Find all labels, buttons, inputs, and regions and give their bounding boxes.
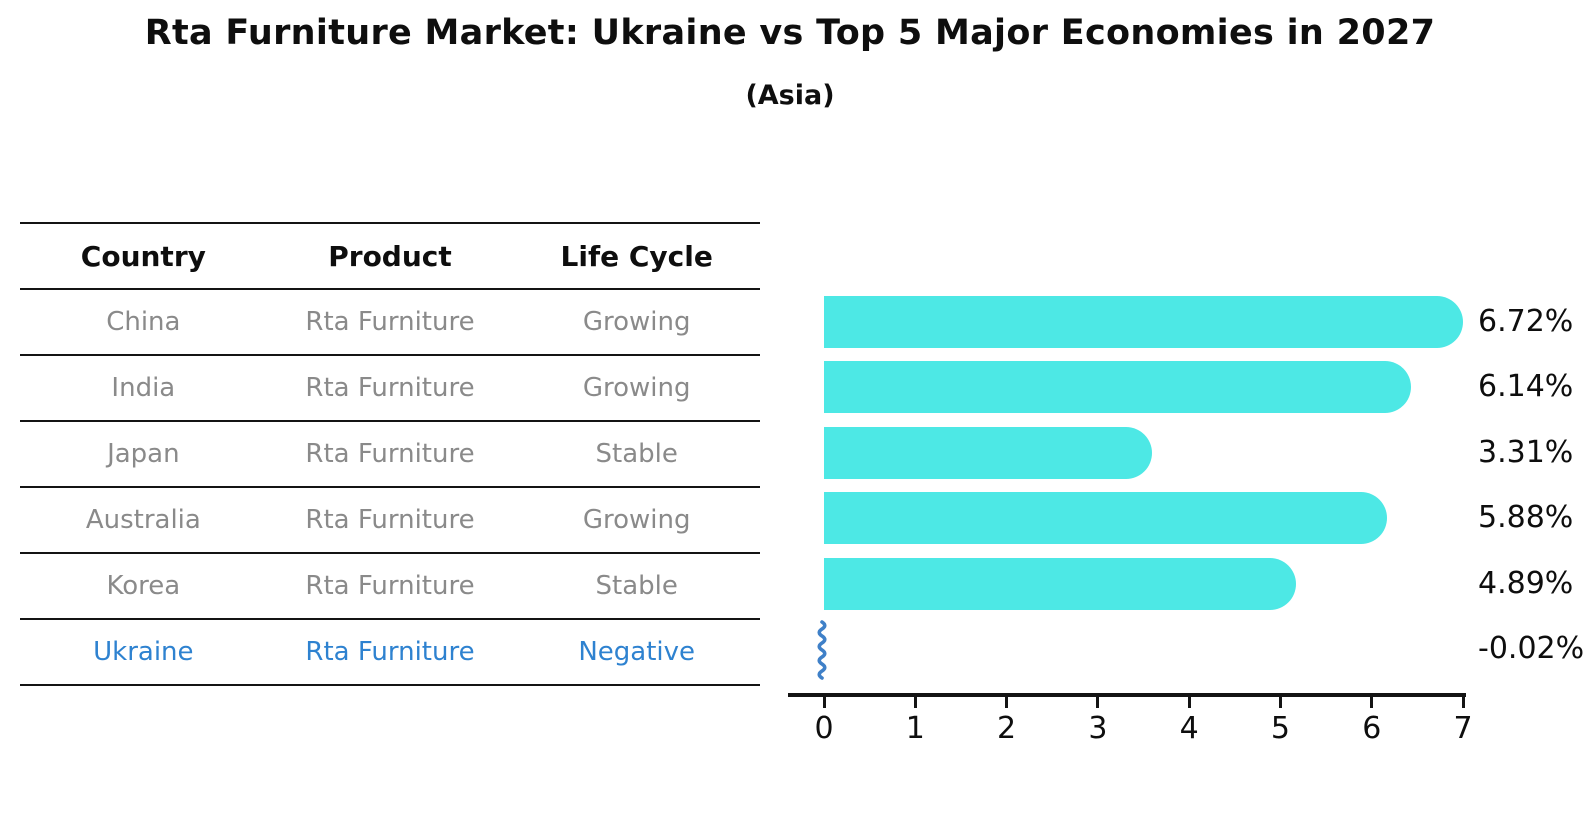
bar-value-label: 4.89% <box>1478 565 1574 601</box>
table-cell-product: Rta Furniture <box>305 307 475 337</box>
table-row: Australia Rta Furniture Growing <box>20 488 760 554</box>
x-tick-label: 4 <box>1179 711 1199 746</box>
table-header-life-cycle: Life Cycle <box>560 239 713 273</box>
table-row: India Rta Furniture Growing <box>20 356 760 422</box>
x-tick <box>1096 697 1100 708</box>
x-tick <box>1461 697 1465 708</box>
table-header-product: Product <box>328 239 452 273</box>
table-cell-country: Japan <box>107 439 180 469</box>
table-body: China Rta Furniture Growing India Rta Furnit… <box>20 290 760 686</box>
bar-japan <box>824 426 1153 479</box>
x-tick-label: 3 <box>1088 711 1108 746</box>
bar-ukraine-negative-squiggle <box>814 620 830 684</box>
table-cell-country: Australia <box>85 505 201 535</box>
x-tick-label: 2 <box>997 711 1017 746</box>
chart-subtitle: (Asia) <box>745 80 835 111</box>
table-cell-country: Ukraine <box>93 637 194 667</box>
table-cell-product: Rta Furniture <box>305 637 475 667</box>
summary-table: Country Product Life Cycle China Rta Furn… <box>20 222 760 686</box>
table-cell-country: India <box>111 373 176 403</box>
table-cell-product: Rta Furniture <box>305 505 475 535</box>
bar-value-label: -0.02% <box>1478 631 1585 666</box>
table-cell-life-cycle: Stable <box>595 571 678 601</box>
table-row: Ukraine Rta Furniture Negative <box>20 620 760 686</box>
table-row: China Rta Furniture Growing <box>20 290 760 356</box>
table-cell-life-cycle: Stable <box>595 439 678 469</box>
x-tick <box>1187 697 1191 708</box>
bar-india <box>824 361 1411 413</box>
bar-value-label: 6.72% <box>1478 303 1574 339</box>
table-cell-life-cycle: Negative <box>578 637 696 667</box>
table-cell-life-cycle: Growing <box>582 505 691 535</box>
table-cell-country: China <box>106 307 181 337</box>
bar-value-label: 5.88% <box>1478 500 1574 535</box>
table-cell-life-cycle: Growing <box>582 373 691 403</box>
table-cell-life-cycle: Growing <box>582 307 691 337</box>
bar-korea <box>824 557 1297 610</box>
x-tick-label: 0 <box>814 711 834 746</box>
table-cell-country: Korea <box>106 571 181 601</box>
x-tick <box>913 697 917 708</box>
table-cell-product: Rta Furniture <box>305 373 475 403</box>
chart-title: Rta Furniture Market: Ukraine vs Top 5 M… <box>144 13 1436 53</box>
bar-value-label: 6.14% <box>1478 369 1574 404</box>
table-header-country: Country <box>80 239 206 273</box>
x-tick <box>1278 697 1282 708</box>
table-row: Korea Rta Furniture Stable <box>20 554 760 620</box>
table-row: Japan Rta Furniture Stable <box>20 422 760 488</box>
table-header-row: Country Product Life Cycle <box>20 224 760 290</box>
x-tick-label: 1 <box>905 711 925 746</box>
bar-value-label: 3.31% <box>1478 434 1574 470</box>
x-axis-line <box>788 693 1466 697</box>
table-cell-product: Rta Furniture <box>305 439 475 469</box>
bar-australia <box>824 492 1387 544</box>
x-tick <box>1005 697 1009 708</box>
x-tick-label: 7 <box>1453 711 1473 746</box>
x-tick-label: 6 <box>1362 711 1382 746</box>
bar-china <box>824 295 1464 348</box>
x-tick <box>1370 697 1374 708</box>
x-tick-label: 5 <box>1270 711 1290 746</box>
table-cell-product: Rta Furniture <box>305 571 475 601</box>
x-tick <box>822 697 826 708</box>
